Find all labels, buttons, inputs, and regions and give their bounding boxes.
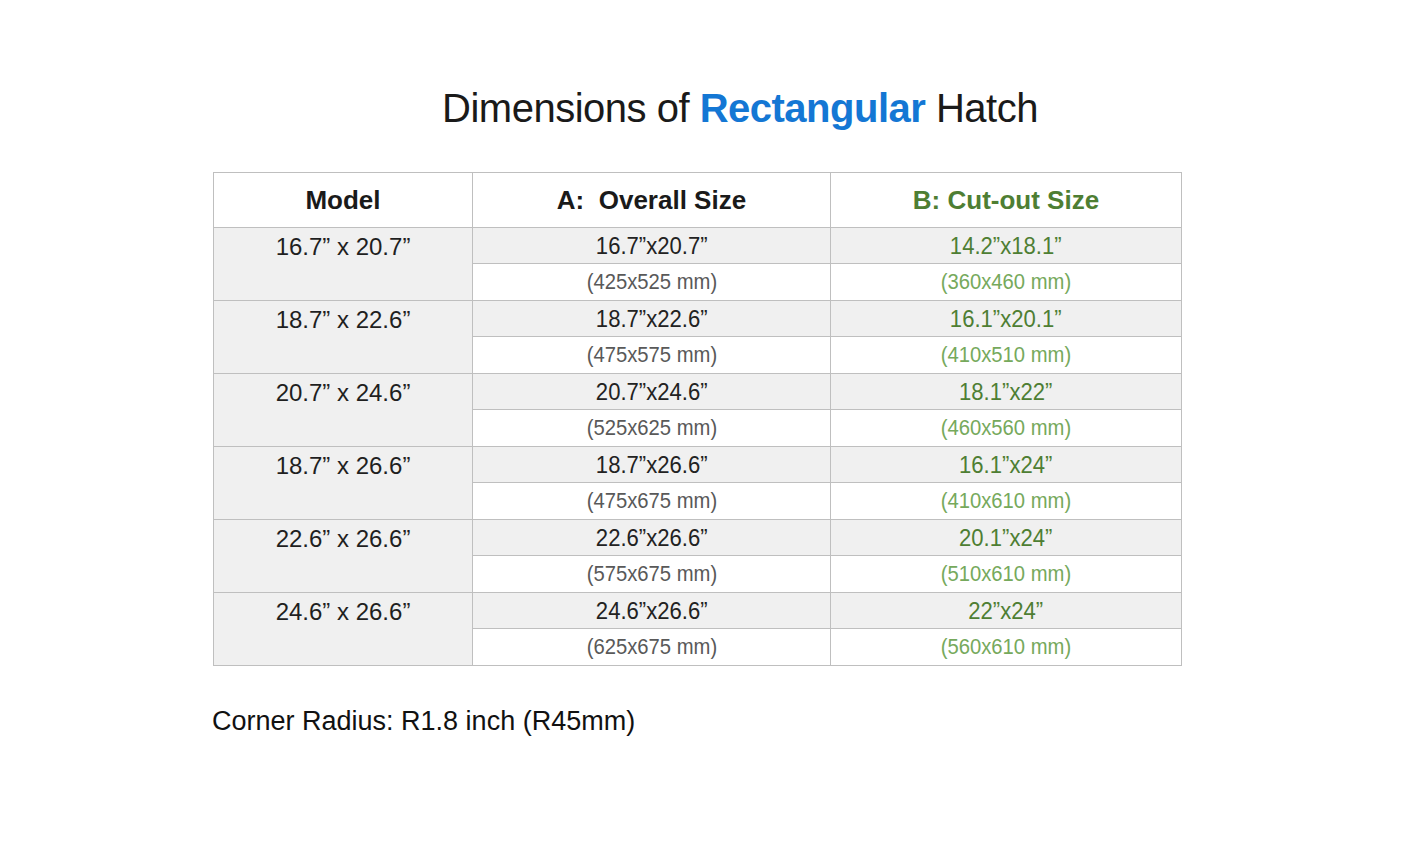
overall-size-inch-cell: 24.6”x26.6” <box>473 593 831 629</box>
overall-size-inch-value: 22.6”x26.6” <box>596 524 708 552</box>
cutout-size-mm-cell: (410x610 mm) <box>831 483 1182 520</box>
overall-size-inch-value: 16.7”x20.7” <box>596 232 708 260</box>
overall-size-inch-value: 20.7”x24.6” <box>596 378 708 406</box>
column-header-model: Model <box>214 173 473 228</box>
cutout-size-mm-cell: (410x510 mm) <box>831 337 1182 374</box>
overall-size-mm-cell: (625x675 mm) <box>473 629 831 666</box>
overall-size-mm-cell: (425x525 mm) <box>473 264 831 301</box>
table-row-inch: 16.7” x 20.7” 16.7”x20.7” 14.2”x18.1” <box>214 228 1182 264</box>
model-value: 20.7” x 24.6” <box>276 379 411 406</box>
overall-size-mm-value: (425x525 mm) <box>586 269 716 295</box>
cutout-size-inch-value: 20.1”x24” <box>959 524 1052 552</box>
table-row-inch: 24.6” x 26.6” 24.6”x26.6” 22”x24” <box>214 593 1182 629</box>
model-value: 18.7” x 26.6” <box>276 452 411 479</box>
page-title: Dimensions of Rectangular Hatch <box>60 86 1420 131</box>
table-header-row: Model A: Overall Size B: Cut-out Size <box>214 173 1182 228</box>
overall-size-inch-value: 18.7”x22.6” <box>596 305 708 333</box>
table-row-inch: 18.7” x 26.6” 18.7”x26.6” 16.1”x24” <box>214 447 1182 483</box>
model-value: 22.6” x 26.6” <box>276 525 411 552</box>
cutout-size-inch-value: 16.1”x24” <box>959 451 1052 479</box>
cutout-size-mm-cell: (360x460 mm) <box>831 264 1182 301</box>
page-title-suffix: Hatch <box>925 86 1038 130</box>
cutout-size-inch-value: 14.2”x18.1” <box>950 232 1062 260</box>
overall-size-mm-cell: (575x675 mm) <box>473 556 831 593</box>
cutout-size-inch-value: 16.1”x20.1” <box>950 305 1062 333</box>
model-cell: 18.7” x 22.6” <box>214 301 473 374</box>
cutout-size-mm-cell: (560x610 mm) <box>831 629 1182 666</box>
cutout-size-mm-value: (560x610 mm) <box>941 634 1071 660</box>
model-value: 18.7” x 22.6” <box>276 306 411 333</box>
page-title-highlight: Rectangular <box>700 86 926 130</box>
table-row-inch: 18.7” x 22.6” 18.7”x22.6” 16.1”x20.1” <box>214 301 1182 337</box>
overall-size-mm-cell: (475x575 mm) <box>473 337 831 374</box>
table-row-inch: 22.6” x 26.6” 22.6”x26.6” 20.1”x24” <box>214 520 1182 556</box>
overall-size-inch-cell: 18.7”x26.6” <box>473 447 831 483</box>
column-header-cutout-size: B: Cut-out Size <box>831 173 1182 228</box>
cutout-size-mm-cell: (510x610 mm) <box>831 556 1182 593</box>
overall-size-mm-value: (525x625 mm) <box>586 415 716 441</box>
cutout-size-mm-value: (410x510 mm) <box>941 342 1071 368</box>
model-cell: 24.6” x 26.6” <box>214 593 473 666</box>
overall-size-mm-value: (475x675 mm) <box>586 488 716 514</box>
cutout-size-inch-cell: 16.1”x20.1” <box>831 301 1182 337</box>
cutout-size-inch-value: 22”x24” <box>969 597 1044 625</box>
page-title-prefix: Dimensions of <box>442 86 700 130</box>
cutout-size-inch-value: 18.1”x22” <box>959 378 1052 406</box>
cutout-size-mm-value: (510x610 mm) <box>941 561 1071 587</box>
model-cell: 22.6” x 26.6” <box>214 520 473 593</box>
overall-size-mm-value: (625x675 mm) <box>586 634 716 660</box>
model-cell: 16.7” x 20.7” <box>214 228 473 301</box>
overall-size-inch-cell: 20.7”x24.6” <box>473 374 831 410</box>
cutout-size-mm-value: (460x560 mm) <box>941 415 1071 441</box>
overall-size-mm-cell: (525x625 mm) <box>473 410 831 447</box>
cutout-size-inch-cell: 16.1”x24” <box>831 447 1182 483</box>
cutout-size-inch-cell: 18.1”x22” <box>831 374 1182 410</box>
cutout-size-mm-cell: (460x560 mm) <box>831 410 1182 447</box>
table-row-inch: 20.7” x 24.6” 20.7”x24.6” 18.1”x22” <box>214 374 1182 410</box>
overall-size-inch-cell: 16.7”x20.7” <box>473 228 831 264</box>
cutout-size-inch-cell: 22”x24” <box>831 593 1182 629</box>
overall-size-inch-cell: 18.7”x22.6” <box>473 301 831 337</box>
cutout-size-inch-cell: 14.2”x18.1” <box>831 228 1182 264</box>
overall-size-inch-cell: 22.6”x26.6” <box>473 520 831 556</box>
model-cell: 20.7” x 24.6” <box>214 374 473 447</box>
cutout-size-mm-value: (360x460 mm) <box>941 269 1071 295</box>
model-cell: 18.7” x 26.6” <box>214 447 473 520</box>
column-header-overall-size: A: Overall Size <box>473 173 831 228</box>
cutout-size-mm-value: (410x610 mm) <box>941 488 1071 514</box>
corner-radius-note: Corner Radius: R1.8 inch (R45mm) <box>212 706 635 737</box>
dimensions-table: Model A: Overall Size B: Cut-out Size 16… <box>213 172 1182 666</box>
model-value: 24.6” x 26.6” <box>276 598 411 625</box>
overall-size-inch-value: 24.6”x26.6” <box>596 597 708 625</box>
overall-size-mm-value: (475x575 mm) <box>586 342 716 368</box>
model-value: 16.7” x 20.7” <box>276 233 411 260</box>
cutout-size-inch-cell: 20.1”x24” <box>831 520 1182 556</box>
overall-size-mm-value: (575x675 mm) <box>586 561 716 587</box>
overall-size-inch-value: 18.7”x26.6” <box>596 451 708 479</box>
page: Dimensions of Rectangular Hatch Model A:… <box>0 0 1420 865</box>
overall-size-mm-cell: (475x675 mm) <box>473 483 831 520</box>
